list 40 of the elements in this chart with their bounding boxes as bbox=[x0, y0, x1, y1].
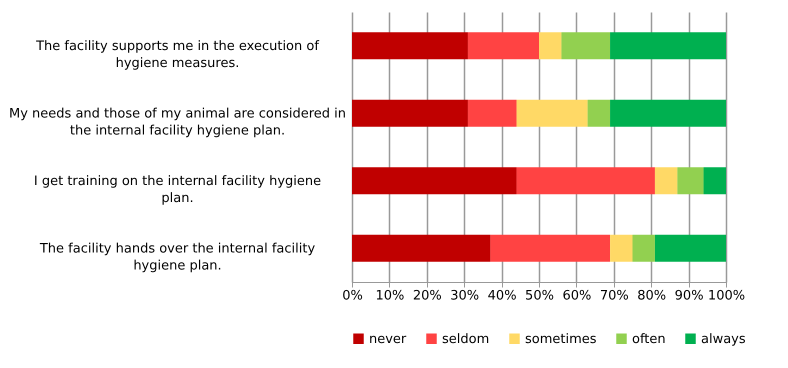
y-tick-label: I get training on the internal facility hygiene plan. bbox=[34, 174, 322, 206]
bar bbox=[516, 167, 655, 194]
x-tick-label: 40% bbox=[488, 288, 517, 304]
legend-label: often bbox=[632, 332, 666, 347]
bar bbox=[704, 167, 726, 194]
x-tick-label: 50% bbox=[525, 288, 554, 304]
bar bbox=[610, 234, 632, 262]
legend-label: sometimes bbox=[525, 332, 597, 347]
bar bbox=[352, 100, 468, 127]
bar bbox=[468, 100, 517, 127]
bar bbox=[352, 167, 517, 194]
bar bbox=[632, 234, 655, 262]
x-tick-label: 20% bbox=[412, 288, 442, 304]
legend-label: seldom bbox=[442, 332, 490, 347]
x-tick-label: 0% bbox=[342, 288, 363, 304]
y-tick-label: The facility supports me in the execution of hygiene measures. bbox=[35, 38, 320, 71]
bar bbox=[516, 100, 588, 127]
x-tick-label: 70% bbox=[600, 288, 629, 304]
bar bbox=[352, 32, 468, 60]
bar bbox=[561, 32, 610, 60]
legend-label: never bbox=[369, 332, 407, 347]
bar bbox=[677, 167, 704, 194]
bar bbox=[539, 32, 562, 60]
x-tick-label: 60% bbox=[562, 288, 592, 304]
x-tick-label: 80% bbox=[637, 288, 666, 304]
legend-label: always bbox=[701, 332, 746, 347]
bar bbox=[490, 234, 610, 262]
bar bbox=[654, 167, 678, 194]
y-tick-label: The facility hands over the internal facility hygiene plan. bbox=[38, 241, 316, 274]
x-tick-label: 90% bbox=[674, 288, 704, 304]
x-tick-label: 10% bbox=[375, 288, 404, 304]
bar bbox=[588, 100, 610, 127]
x-tick-label: 100% bbox=[708, 288, 746, 304]
bar bbox=[610, 32, 726, 60]
bar bbox=[352, 234, 490, 262]
y-tick-label: My needs and those of my animal are considered in the internal facility hygiene plan. bbox=[9, 106, 346, 138]
bar bbox=[654, 234, 726, 262]
bar bbox=[610, 100, 726, 127]
bar bbox=[468, 32, 539, 60]
x-tick-label: 30% bbox=[450, 288, 480, 304]
